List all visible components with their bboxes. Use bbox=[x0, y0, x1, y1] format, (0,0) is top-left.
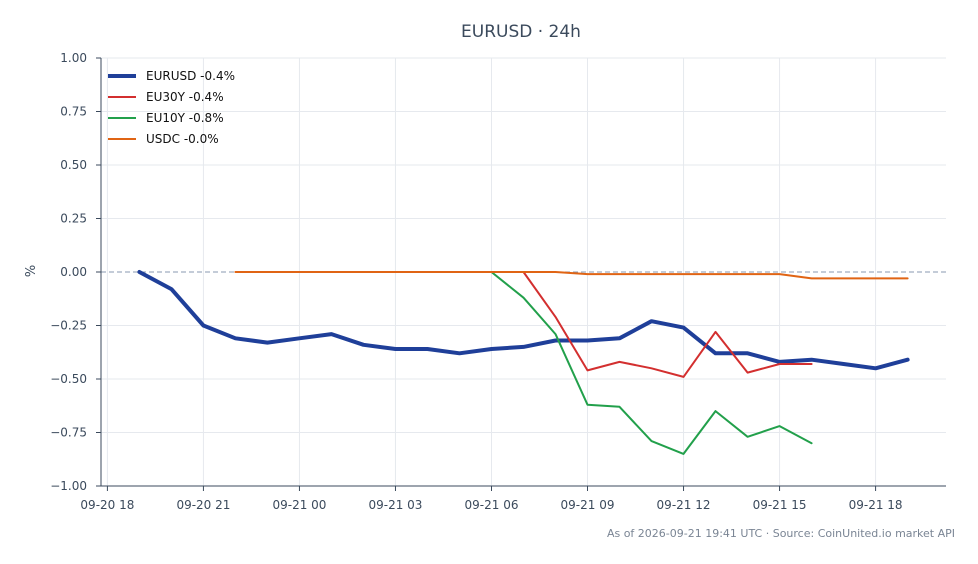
y-tick-label: −0.75 bbox=[50, 426, 87, 440]
x-tick-label: 09-21 09 bbox=[561, 498, 615, 512]
series-line-3 bbox=[234, 271, 909, 280]
legend-label: EU10Y -0.8% bbox=[146, 111, 224, 125]
x-tick-label: 09-21 06 bbox=[465, 498, 519, 512]
axes: 1.00 0.75 0.50 0.25 0.00 −0.25 −0.50 −0.75 −1.00… bbox=[50, 51, 946, 512]
series-line-1 bbox=[522, 271, 813, 378]
x-tick-label: 09-20 21 bbox=[176, 498, 230, 512]
x-tick-label: 09-21 15 bbox=[753, 498, 807, 512]
y-tick-label: −0.25 bbox=[50, 319, 87, 333]
legend-label: EURUSD -0.4% bbox=[146, 69, 235, 83]
series-line-0 bbox=[137, 270, 910, 371]
x-tick-label: 09-21 03 bbox=[368, 498, 422, 512]
y-tick-label: 1.00 bbox=[60, 51, 87, 65]
x-tick-label: 09-21 18 bbox=[849, 498, 903, 512]
y-tick-label: 0.00 bbox=[60, 265, 87, 279]
x-tick-label: 09-21 00 bbox=[272, 498, 326, 512]
x-tick-label: 09-20 18 bbox=[80, 498, 134, 512]
y-axis-label: % bbox=[24, 265, 39, 277]
legend-label: USDC -0.0% bbox=[146, 132, 219, 146]
y-tick-label: 0.50 bbox=[60, 158, 87, 172]
legend: EURUSD -0.4% EU30Y -0.4% EU10Y -0.8% USDC -… bbox=[108, 69, 235, 146]
y-tick-label: 0.25 bbox=[60, 212, 87, 226]
y-tick-label: 0.75 bbox=[60, 105, 87, 119]
chart-footer: As of 2026-09-21 19:41 UTC · Source: Coi… bbox=[607, 527, 955, 540]
series-line-2 bbox=[490, 271, 813, 455]
y-tick-label: −0.50 bbox=[50, 372, 87, 386]
series-lines bbox=[137, 270, 910, 455]
y-tick-label: −1.00 bbox=[50, 479, 87, 493]
legend-label: EU30Y -0.4% bbox=[146, 90, 224, 104]
chart-title: EURUSD · 24h bbox=[461, 22, 581, 42]
x-tick-label: 09-21 12 bbox=[657, 498, 711, 512]
